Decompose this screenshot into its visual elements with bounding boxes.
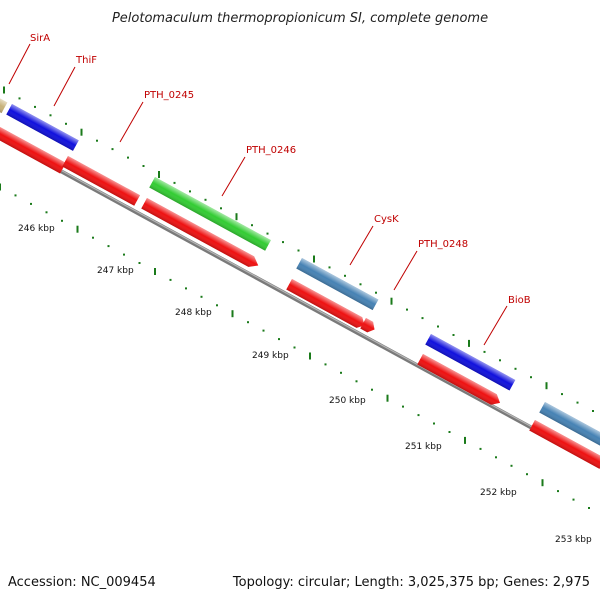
outer-tick-row	[3, 86, 594, 412]
genome-backbone	[0, 136, 600, 467]
cds-arrow[interactable]	[0, 127, 66, 174]
gene-label-cysk[interactable]: CysK	[349, 214, 399, 266]
gene-bar-partial[interactable]	[539, 402, 600, 447]
gene-label-pth-0248[interactable]: PTH_0248	[393, 239, 468, 291]
gene-label-sira[interactable]: SirA	[8, 33, 50, 85]
gene-label-thif[interactable]: ThiF	[53, 55, 97, 107]
kbp-label: 251 kbp	[405, 442, 442, 452]
cds-arrow[interactable]	[62, 156, 140, 206]
gene-label-biob[interactable]: BioB	[483, 295, 531, 346]
cds-arrow[interactable]	[286, 279, 367, 331]
gene-labels: SirA ThiF PTH_0245 PTH_0246 CysK PTH_024…	[8, 33, 531, 346]
svg-text:SirA: SirA	[30, 33, 50, 44]
cds-arrow[interactable]	[417, 354, 503, 408]
svg-text:PTH_0246: PTH_0246	[246, 145, 296, 156]
svg-text:PTH_0248: PTH_0248	[418, 239, 468, 250]
svg-text:BioB: BioB	[508, 295, 531, 306]
cds-arrow[interactable]	[529, 420, 600, 469]
cds-arrow[interactable]	[360, 318, 377, 335]
kbp-label: 252 kbp	[480, 488, 517, 498]
cds-arrow[interactable]	[141, 198, 261, 271]
accession-text: Accession: NC_009454	[8, 575, 156, 590]
kbp-label: 248 kbp	[175, 308, 212, 318]
genome-summary-text: Topology: circular; Length: 3,025,375 bp…	[232, 575, 590, 590]
svg-text:ThiF: ThiF	[75, 55, 97, 66]
gene-bar-pth-0246[interactable]	[149, 177, 271, 251]
svg-text:PTH_0245: PTH_0245	[144, 90, 194, 101]
inner-tick-row	[0, 183, 590, 509]
kbp-label: 253 kbp	[555, 535, 592, 545]
gene-bar-cysk[interactable]	[296, 258, 379, 311]
kbp-label: 246 kbp	[18, 224, 55, 234]
gene-label-pth-0246[interactable]: PTH_0246	[221, 145, 296, 197]
gene-bar-sira[interactable]	[0, 92, 8, 114]
cds-track	[0, 127, 600, 469]
map-title: Pelotomaculum thermopropionicum SI, comp…	[112, 11, 488, 26]
svg-text:CysK: CysK	[374, 214, 399, 225]
gene-bar-biob[interactable]	[425, 334, 516, 391]
gene-bar-thif[interactable]	[6, 104, 79, 151]
kbp-labels: 246 kbp 247 kbp 248 kbp 249 kbp 250 kbp …	[18, 224, 592, 545]
kbp-label: 250 kbp	[329, 396, 366, 406]
gene-track	[0, 92, 600, 447]
gene-label-pth-0245[interactable]: PTH_0245	[119, 90, 194, 143]
kbp-label: 249 kbp	[252, 351, 289, 361]
kbp-label: 247 kbp	[97, 266, 134, 276]
